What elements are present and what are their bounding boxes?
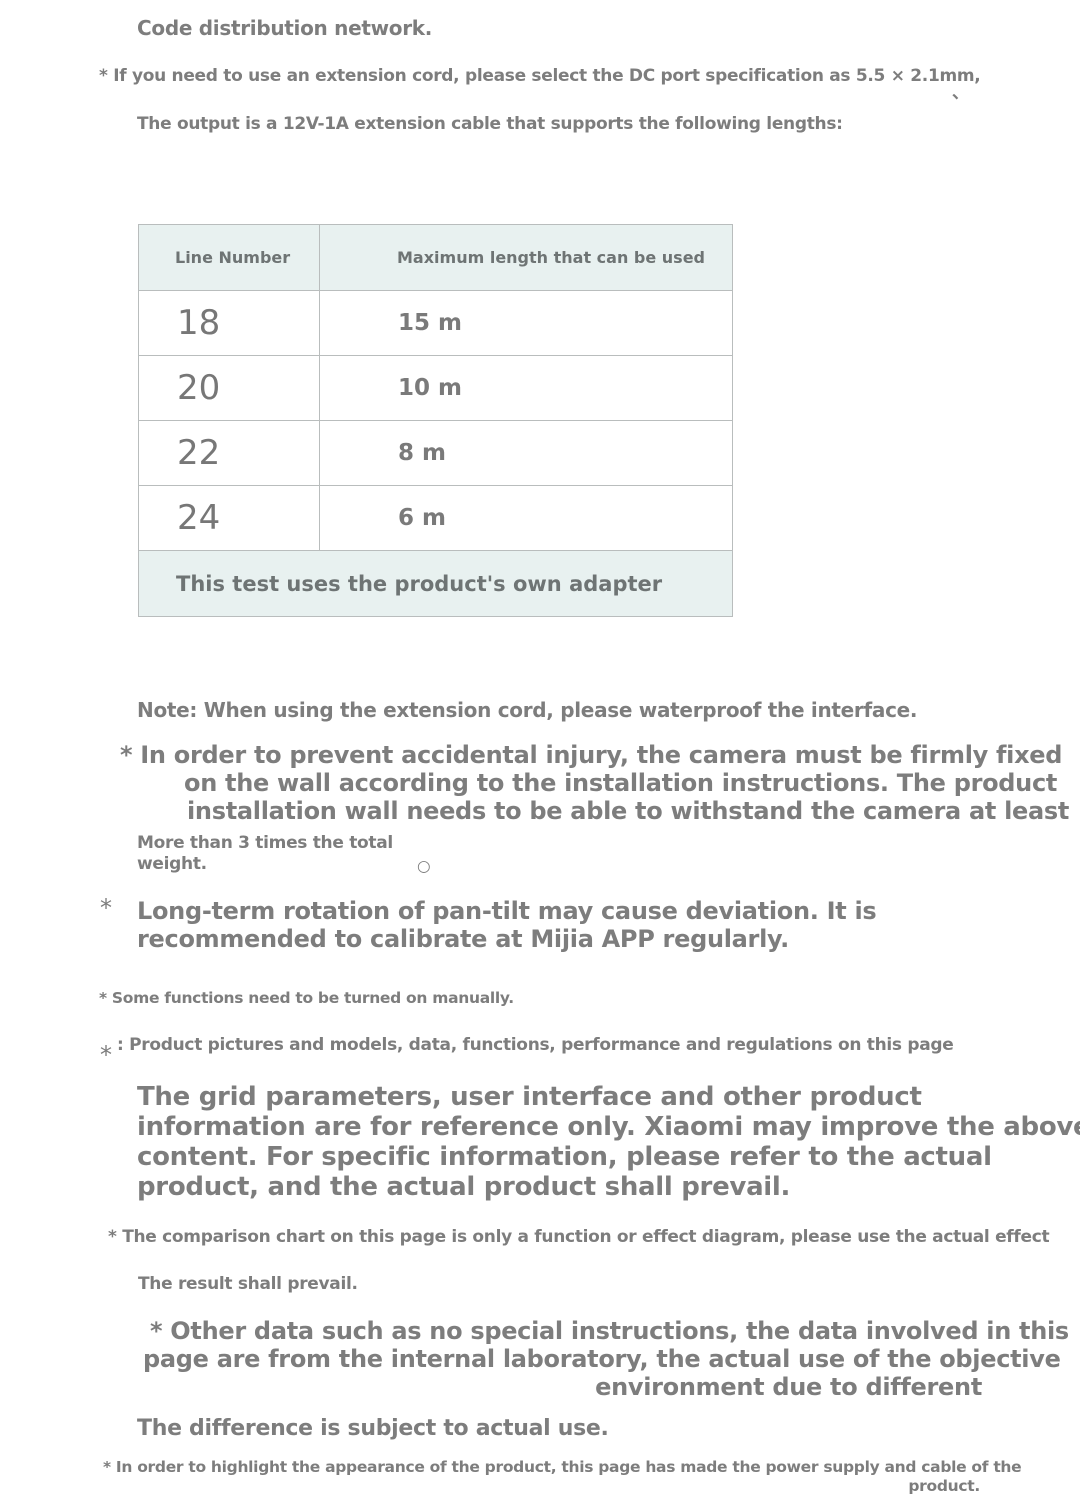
cable-length-table: Line Number Maximum length that can be u… [138, 224, 733, 617]
note-rotation-star: * [100, 894, 112, 922]
line-number-cell: 20 [138, 355, 320, 421]
length-cell: 8 m [319, 420, 733, 486]
note-injury-1: * In order to prevent accidental injury,… [120, 741, 1063, 769]
table-header-row: Line Number Maximum length that can be u… [138, 224, 733, 291]
note-injury-3: installation wall needs to be able to wi… [187, 797, 1070, 825]
intro-line-3: The output is a 12V-1A extension cable t… [137, 114, 843, 134]
note-waterproof: Note: When using the extension cord, ple… [137, 698, 918, 722]
header-line-number: Line Number [138, 224, 320, 291]
table-footer: This test uses the product's own adapter [138, 550, 733, 617]
note-weight-1: More than 3 times the total [137, 833, 393, 853]
intro-line-1: Code distribution network. [137, 16, 433, 40]
note-rotation-2: recommended to calibrate at Mijia APP re… [137, 925, 789, 953]
note-grid-4: product, and the actual product shall pr… [137, 1172, 791, 1202]
line-number-cell: 22 [138, 420, 320, 486]
note-manual: * Some functions need to be turned on ma… [99, 989, 514, 1007]
note-other-2: page are from the internal laboratory, t… [143, 1345, 1061, 1373]
note-result: The result shall prevail. [138, 1274, 358, 1294]
note-pictures: : Product pictures and models, data, fun… [117, 1035, 954, 1055]
table-row: 18 15 m [138, 290, 733, 356]
note-appearance-1: * In order to highlight the appearance o… [103, 1458, 1022, 1476]
note-grid-3: content. For specific information, pleas… [137, 1142, 992, 1172]
table-row: 24 6 m [138, 485, 733, 551]
note-other-1: * Other data such as no special instruct… [150, 1317, 1069, 1345]
note-injury-2: on the wall according to the installatio… [184, 769, 1058, 797]
note-appearance-2: product. [908, 1477, 980, 1495]
table-footer-row: This test uses the product's own adapter [138, 550, 733, 617]
note-comparison: * The comparison chart on this page is o… [108, 1227, 1050, 1247]
intro-line-2: * If you need to use an extension cord, … [99, 66, 981, 86]
note-grid-2: information are for reference only. Xiao… [137, 1112, 1080, 1142]
table-row: 20 10 m [138, 355, 733, 421]
note-weight-2: weight. [137, 854, 207, 874]
note-difference: The difference is subject to actual use. [137, 1416, 609, 1441]
length-cell: 6 m [319, 485, 733, 551]
length-cell: 15 m [319, 290, 733, 356]
note-other-3: environment due to different [595, 1373, 982, 1401]
note-weight-mark: ○ [417, 857, 431, 875]
note-grid-1: The grid parameters, user interface and … [137, 1082, 922, 1112]
note-rotation-1: Long-term rotation of pan-tilt may cause… [137, 897, 877, 925]
line-number-cell: 18 [138, 290, 320, 356]
length-cell: 10 m [319, 355, 733, 421]
intro-mark: 、 [952, 83, 969, 103]
note-pictures-star: * [100, 1041, 112, 1069]
table-row: 22 8 m [138, 420, 733, 486]
line-number-cell: 24 [138, 485, 320, 551]
header-max-length: Maximum length that can be used [319, 224, 733, 291]
